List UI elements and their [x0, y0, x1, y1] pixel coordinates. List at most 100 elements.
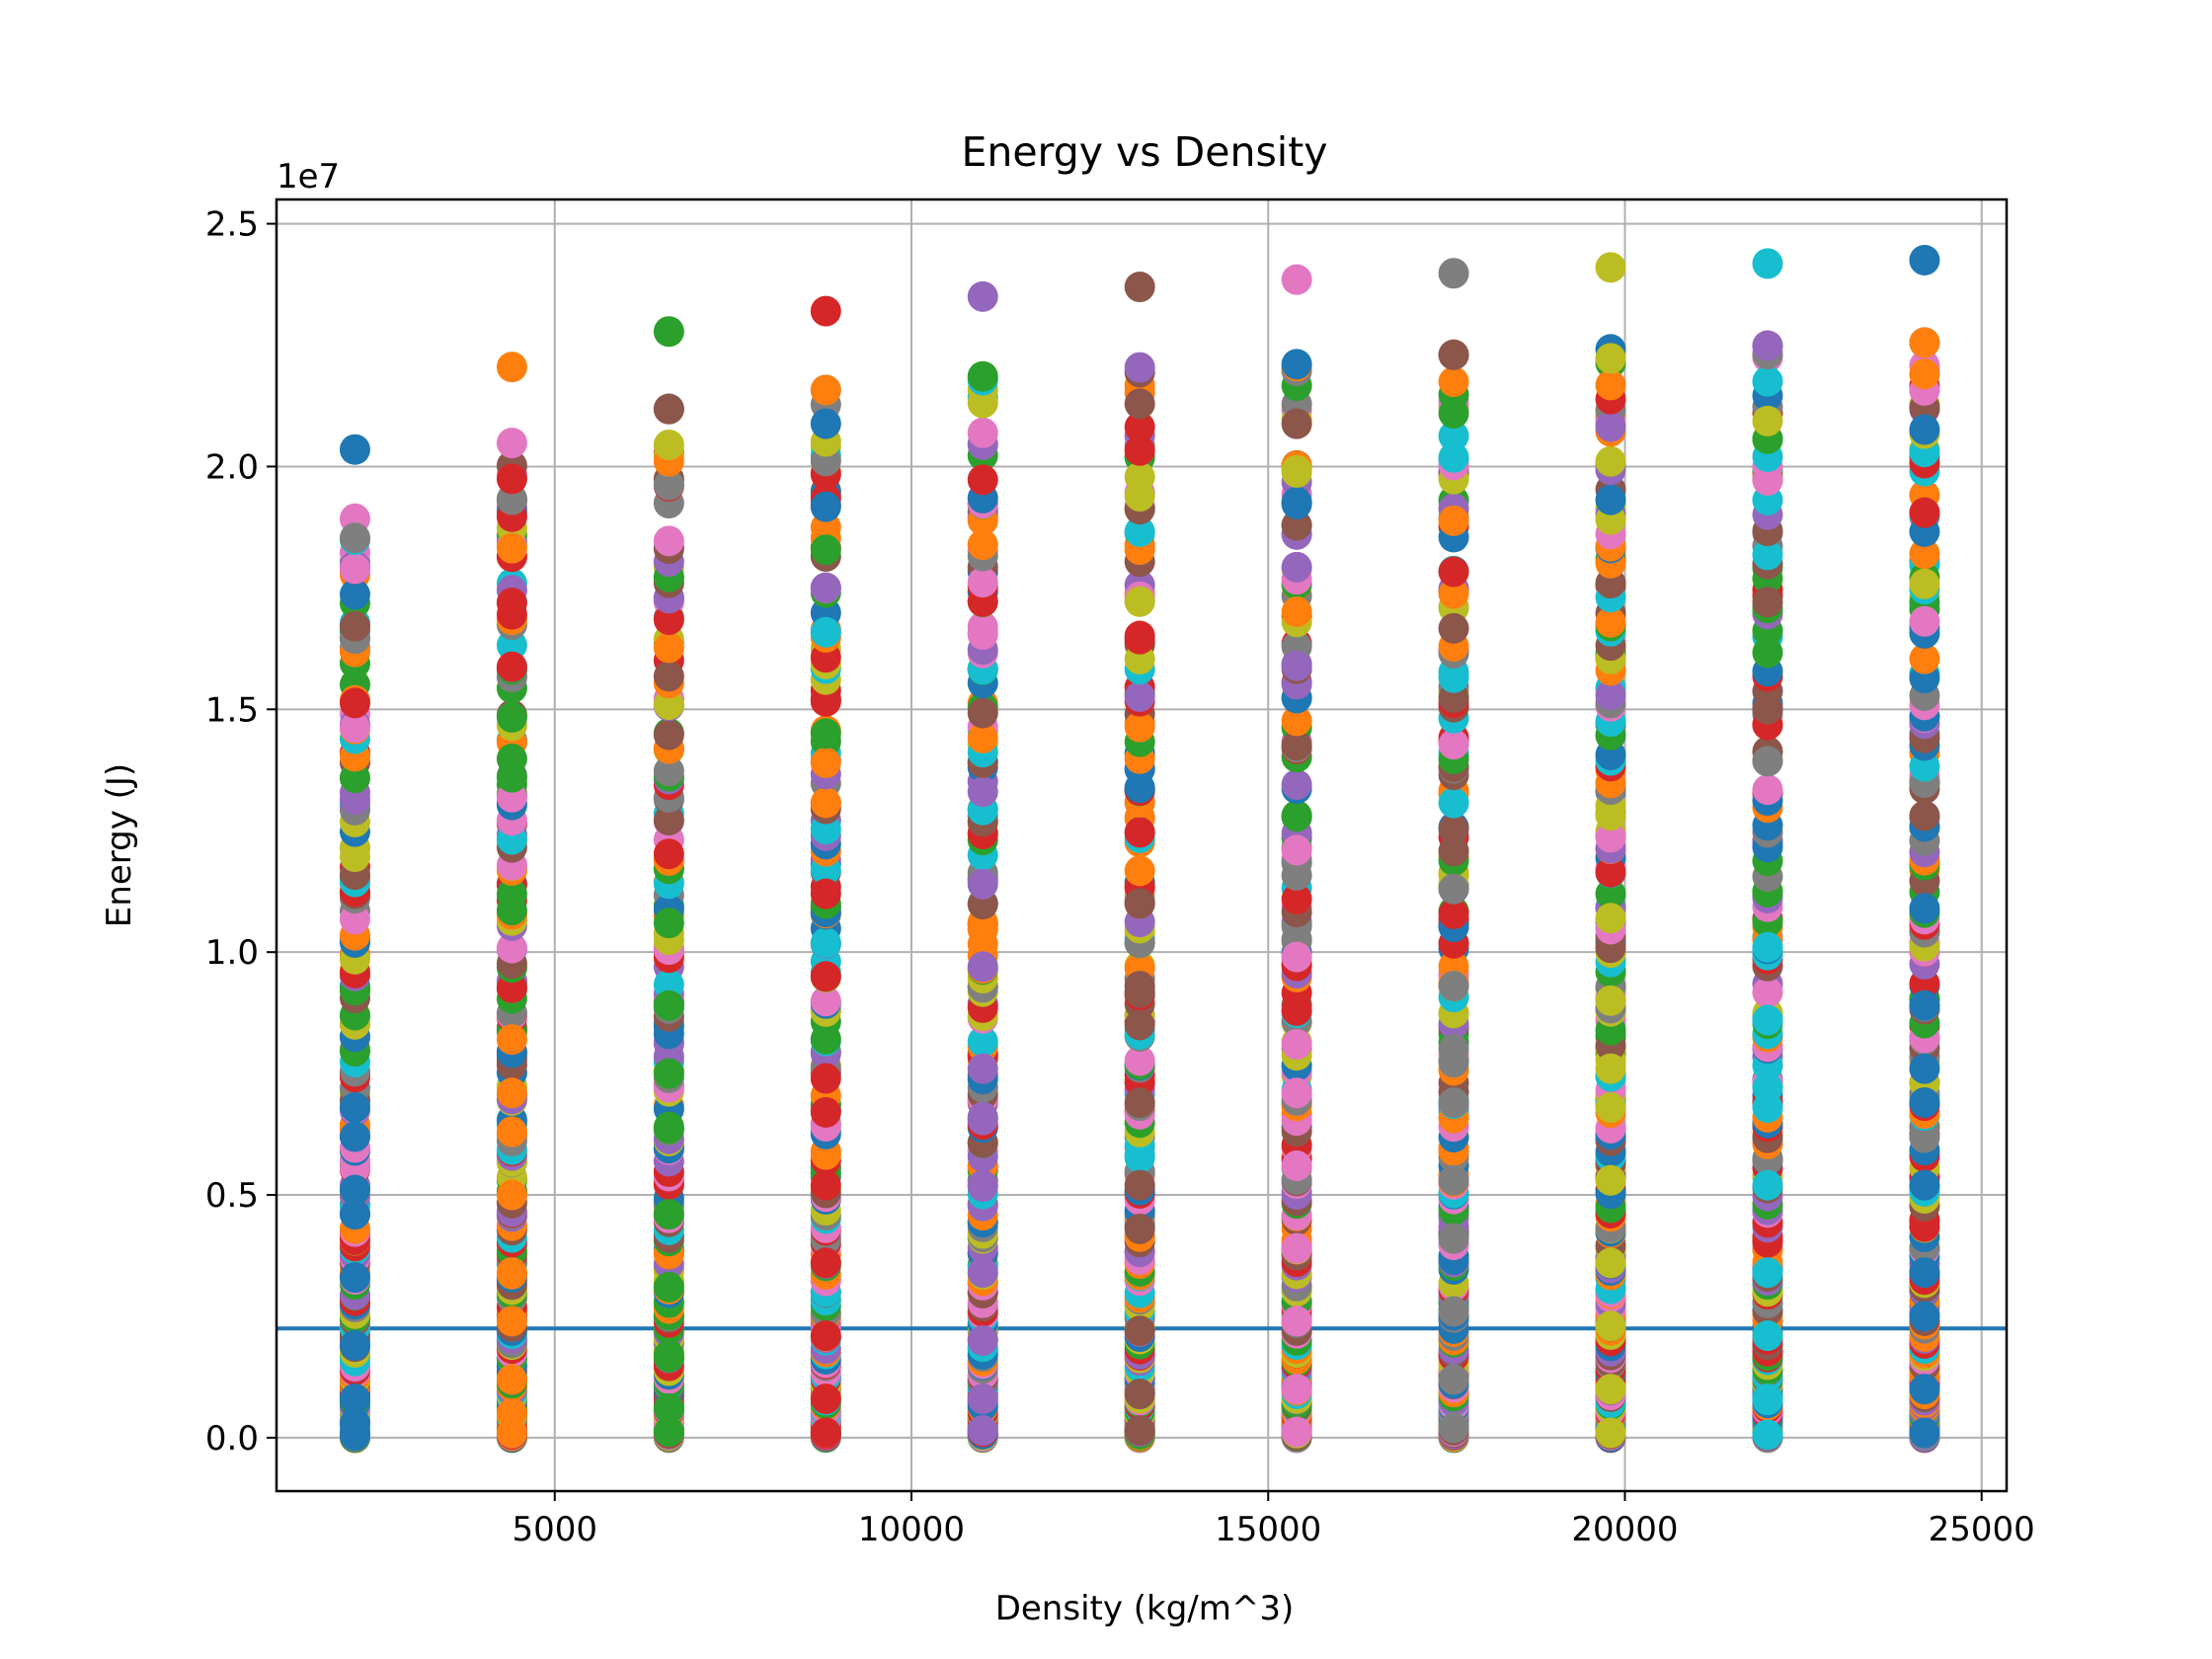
series-point [1281, 1077, 1312, 1109]
series-point [496, 1024, 527, 1056]
scatter-point [653, 429, 684, 460]
series-point [1281, 941, 1312, 973]
series-point [339, 1121, 370, 1152]
scatter-point [496, 428, 527, 459]
plot-frame [275, 198, 2009, 1493]
series-point [1281, 834, 1312, 866]
scatter-point [967, 464, 998, 496]
scatter-point [1438, 729, 1469, 760]
series-point [1281, 1374, 1312, 1405]
series-point [496, 1077, 527, 1109]
series-point [1281, 1416, 1312, 1448]
scatter-point [810, 408, 841, 439]
series-point [1909, 1087, 1940, 1119]
scatter-point [1281, 454, 1312, 486]
series-point [810, 1383, 841, 1415]
scatter-point [967, 529, 998, 561]
scatter-point [810, 986, 841, 1017]
scatter-point [653, 969, 684, 1000]
scatter-point [1281, 883, 1312, 914]
series-point [339, 1407, 370, 1439]
scatter-point [1281, 801, 1312, 832]
scatter-point [1438, 578, 1469, 609]
series-point [1124, 1087, 1155, 1119]
series-point [810, 1169, 841, 1201]
series-point [810, 1417, 841, 1449]
series-point [653, 1199, 684, 1230]
series-point [810, 961, 841, 992]
scatter-point [1752, 405, 1783, 436]
scatter-point [1595, 484, 1626, 515]
scatter-point [1595, 445, 1626, 477]
scatter-point [967, 776, 998, 808]
series-point [1909, 893, 1940, 924]
series-point [967, 1169, 998, 1201]
scatter-point [1281, 730, 1312, 761]
series-point [653, 989, 684, 1021]
series-point [1595, 1247, 1626, 1279]
series-point [967, 280, 998, 312]
series-point [1281, 1305, 1312, 1337]
series-point [1438, 1087, 1469, 1119]
series-point [339, 1199, 370, 1230]
scatter-point [1281, 510, 1312, 541]
series-point [1909, 1417, 1940, 1449]
scatter-point [810, 491, 841, 522]
scatter-point [1752, 774, 1783, 806]
scatter-point [1909, 605, 1940, 637]
scatter-point [1595, 411, 1626, 442]
series-point [1438, 1296, 1469, 1327]
series-point [1909, 1169, 1940, 1201]
scatter-point [1438, 835, 1469, 867]
series-point [1909, 1374, 1940, 1405]
series-point [1909, 244, 1940, 276]
scatter-point [1124, 434, 1155, 466]
series-point [810, 1320, 841, 1352]
series-point [339, 1174, 370, 1206]
series-point [1595, 1310, 1626, 1342]
scatter-point [496, 588, 527, 619]
scatter-point [1281, 705, 1312, 737]
series-point [1124, 1379, 1155, 1410]
scatter-point [1124, 711, 1155, 743]
scatter-point [1752, 365, 1783, 397]
scatter-point [1752, 330, 1783, 361]
series-point [810, 878, 841, 909]
scatter-point [1909, 538, 1940, 570]
scatter-point [1595, 822, 1626, 853]
series-point [496, 352, 527, 383]
scatter-point [810, 534, 841, 566]
x-axis-label: Density (kg/m^3) [995, 1589, 1295, 1628]
scatter-point [1124, 352, 1155, 383]
series-point [1281, 1232, 1312, 1264]
x-tick-label: 20000 [1571, 1510, 1678, 1549]
series-point [1595, 1374, 1626, 1405]
scatter-point [1281, 596, 1312, 628]
series-point [1124, 1169, 1155, 1201]
y-tick-label: 1.5 [205, 690, 259, 730]
scatter-point [1595, 343, 1626, 374]
series-point [967, 1257, 998, 1289]
series-point [1752, 931, 1783, 963]
scatter-point [339, 610, 370, 642]
scatter-point [339, 762, 370, 794]
scatter-point [1281, 488, 1312, 519]
series-point [496, 1257, 527, 1289]
series-point [1595, 1053, 1626, 1084]
scatter-point [810, 616, 841, 648]
series-point [339, 1262, 370, 1294]
scatter-point [653, 838, 684, 870]
scatter-point [653, 469, 684, 501]
scatter-point [810, 374, 841, 406]
series-point [810, 1096, 841, 1128]
series-point [1595, 1092, 1626, 1124]
scatter-point [1909, 497, 1940, 528]
scatter-point [496, 932, 527, 964]
series-point [339, 1383, 370, 1415]
scatter-point [496, 743, 527, 774]
scatter-point [967, 387, 998, 419]
scatter-point [1909, 568, 1940, 599]
scatter-point [1124, 680, 1155, 712]
scatter-point [653, 525, 684, 557]
series-point [967, 951, 998, 983]
